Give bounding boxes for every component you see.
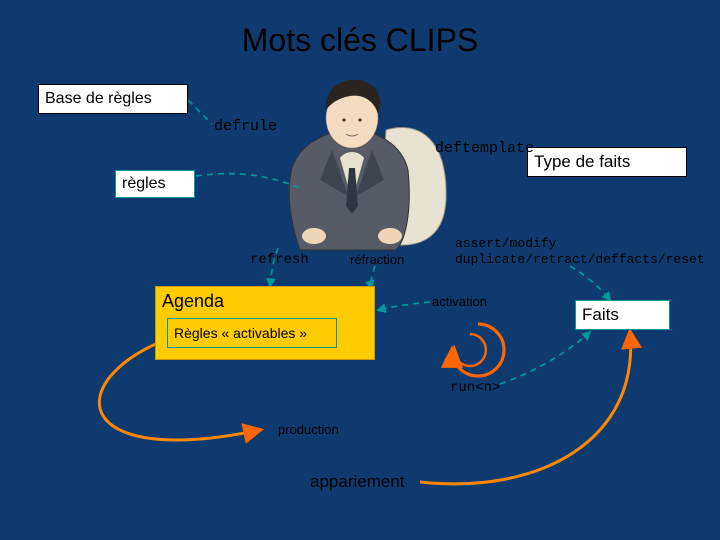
edge-regles-to-figure: [196, 174, 300, 188]
label-assert-modify: assert/modify: [455, 236, 556, 251]
person-figure: [289, 80, 446, 250]
edge-base-to-defrule: [188, 100, 212, 124]
run-spiral: [452, 324, 504, 376]
box-base-de-regles: Base de règles: [38, 84, 188, 114]
edge-activation-to-agenda: [378, 302, 430, 310]
box-regles-activables: Règles « activables »: [167, 318, 337, 348]
page-title: Mots clés CLIPS: [0, 22, 720, 59]
label-refresh: refresh: [250, 252, 309, 268]
box-regles-activables-label: Règles « activables »: [174, 325, 307, 341]
box-type-de-faits: Type de faits: [527, 147, 687, 177]
label-production: production: [278, 422, 339, 437]
box-regles-label: règles: [122, 175, 166, 193]
edge-run-to-faits: [500, 332, 590, 384]
edge-refraction-to-agenda: [371, 266, 375, 288]
label-appariement: appariement: [310, 472, 405, 492]
box-faits: Faits: [575, 300, 670, 330]
box-regles: règles: [115, 170, 195, 198]
diagram-canvas: [0, 0, 720, 540]
label-run-n: run<n>: [450, 380, 500, 396]
label-deftemplate: deftemplate: [435, 140, 534, 157]
label-activation: activation: [432, 294, 487, 309]
box-type-de-faits-label: Type de faits: [534, 152, 630, 172]
box-base-de-regles-label: Base de règles: [45, 90, 152, 108]
box-agenda-label: Agenda: [162, 291, 224, 312]
edge-assert-to-faits: [570, 266, 610, 300]
label-dup-retract: duplicate/retract/deffacts/reset: [455, 252, 705, 267]
box-faits-label: Faits: [582, 305, 619, 325]
label-defrule: defrule: [214, 118, 277, 135]
edge-appariement-curve: [420, 332, 631, 484]
label-refraction: réfraction: [350, 252, 404, 267]
